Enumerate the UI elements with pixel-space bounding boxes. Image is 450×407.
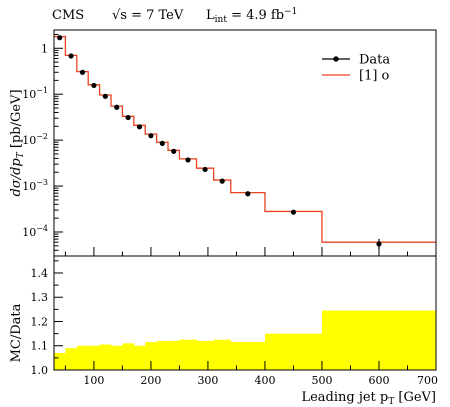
x-tick-label: 500 [311,374,332,387]
experiment-label: CMS [52,8,84,23]
ratio-y-tick-label: 1.1 [31,340,49,353]
luminosity-label: Lint = 4.9 fb−1 [206,7,297,25]
legend-data-label: Data [359,53,390,68]
x-tick-label: 200 [140,374,161,387]
ratio-band-bin [76,345,89,370]
ratio-band-bin [168,340,180,370]
ratio-band-bin [196,340,215,370]
ratio-band-bin [213,339,232,370]
ratio-plot-panel: 1.0 1.1 1.2 1.3 1.4 100 200 300 400 500 600 700 MC… [9,255,438,407]
ratio-band-bin [65,348,78,370]
y-tick-label: 10−4 [22,224,48,239]
x-axis-label: Leading jet pT [GeV] [301,390,436,407]
data-point [171,148,177,154]
y-tick-label: 1 [41,42,48,55]
data-point [68,53,74,59]
y-tick-label: 10−2 [22,132,48,147]
legend: Data [1] o [322,53,390,84]
ratio-y-axis-label: MC/Data [9,303,24,362]
y-tick-label: 10−1 [22,86,48,101]
x-tick-label: 600 [368,374,389,387]
y-tick-label: 10−3 [22,178,48,193]
data-point [136,124,143,130]
energy-label: √s = 7 TeV [112,8,184,23]
data-point [125,114,131,121]
ratio-panel-ticks [54,260,408,371]
ratio-band-bin [145,342,158,370]
x-tick-labels: 100 200 300 400 500 600 700 [83,374,438,387]
main-panel-ticks [54,33,408,257]
x-tick-label: 100 [83,374,104,387]
main-y-tick-labels: 10−4 10−3 10−2 10−1 1 [22,42,48,239]
ratio-band-bin [179,339,197,370]
data-point [102,93,108,99]
ratio-band-bin [156,340,169,370]
data-point [185,157,191,163]
ratio-y-tick-label: 1.3 [31,291,49,304]
ratio-panel-frame [53,255,437,371]
data-point [148,133,154,139]
ratio-y-tick-label: 1.0 [31,364,49,377]
ratio-y-tick-label: 1.4 [31,267,49,280]
ratio-band-bin [133,345,146,370]
ratio-band-bin [88,345,101,370]
legend-data-marker [333,56,339,62]
data-point [290,209,297,215]
ratio-band-bin [54,353,66,370]
ratio-band-bin [230,342,266,370]
data-point [57,35,63,41]
data-point [245,191,251,197]
ratio-y-tick-labels: 1.0 1.1 1.2 1.3 1.4 [31,267,49,377]
ratio-band-bin [321,310,437,370]
data-point [376,241,382,247]
ratio-band-bin [264,333,323,370]
x-tick-label: 300 [197,374,218,387]
x-tick-label: 400 [254,374,275,387]
ratio-band-bin [99,344,112,370]
data-point [91,82,97,89]
data-point [219,178,225,184]
data-points [57,35,382,249]
legend-mc-label: [1] o [359,69,390,84]
ratio-band-bin [111,345,123,370]
ratio-uncertainty-band [54,310,437,370]
main-y-axis-label: dσ/dpT [pb/GeV] [9,89,26,196]
ratio-y-tick-label: 1.2 [31,315,49,328]
x-tick-label: 700 [417,374,438,387]
ratio-band-bin [122,343,135,370]
data-point [114,104,120,110]
data-point [159,140,165,146]
data-point [202,166,208,173]
data-point [79,69,86,75]
